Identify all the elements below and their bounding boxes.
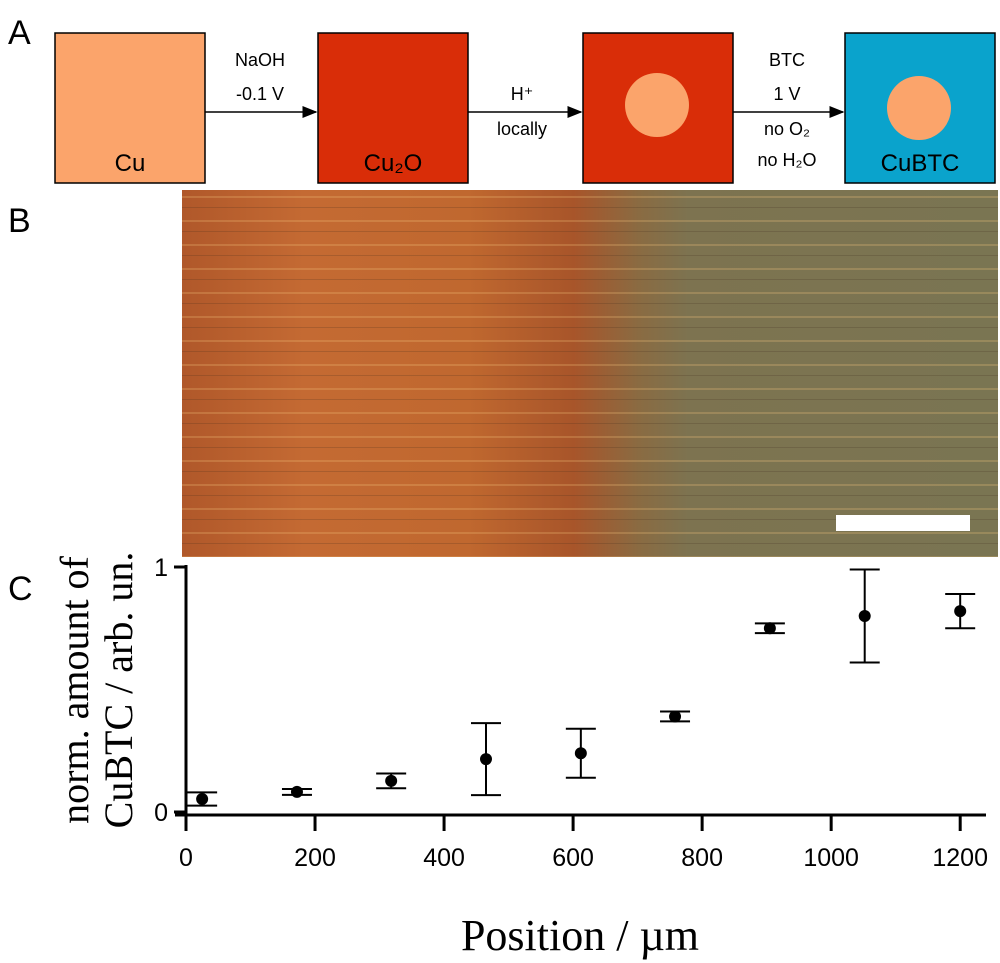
x-tick-label: 600 <box>552 844 594 872</box>
x-tick-label: 1000 <box>803 844 859 872</box>
x-tick-label: 1200 <box>932 844 988 872</box>
x-tick-label: 200 <box>294 844 336 872</box>
plot: 0 1 0 200 400 600 800 1000 1200 Position / µm norm… <box>52 552 988 960</box>
data-point <box>669 710 682 723</box>
x-tick-label: 800 <box>681 844 723 872</box>
arrow-label: H⁺ <box>511 84 534 104</box>
data-point <box>480 753 492 766</box>
y-axis-title: norm. amount of <box>52 555 97 823</box>
data-point <box>574 747 587 760</box>
panel-label: A <box>8 14 31 52</box>
arrow-label: no O₂ <box>764 119 810 139</box>
box <box>317 32 469 184</box>
y-tick-label: 0 <box>154 799 168 827</box>
data-point <box>954 605 967 618</box>
data-point <box>858 610 871 622</box>
arrow-label: NaOH <box>235 50 285 70</box>
x-tick-label: 400 <box>423 844 465 872</box>
y-tick-label: 1 <box>154 554 168 582</box>
arrow-label: BTC <box>769 50 805 70</box>
data-point <box>385 774 398 787</box>
circle <box>887 76 951 140</box>
micrograph-texture <box>182 190 998 557</box>
data-point <box>196 793 209 806</box>
data-point <box>290 785 303 798</box>
scale-bar <box>836 515 970 531</box>
box-label: Cu₂O <box>364 150 423 177</box>
panel-label: C <box>8 570 33 608</box>
data-point <box>763 622 776 635</box>
arrow-label: 1 V <box>773 84 800 104</box>
arrow-label: -0.1 V <box>236 84 284 104</box>
panel-label: B <box>8 202 31 240</box>
arrow-label: locally <box>497 119 547 139</box>
arrow-label: no H₂O <box>757 150 816 170</box>
box-label: CuBTC <box>881 150 960 177</box>
x-axis-title: Position / µm <box>461 911 699 960</box>
x-tick-label: 0 <box>179 844 193 872</box>
box-label: Cu <box>115 150 146 177</box>
circle <box>625 73 689 137</box>
y-axis-title: CuBTC / arb. un. <box>96 552 141 829</box>
box <box>54 32 206 184</box>
